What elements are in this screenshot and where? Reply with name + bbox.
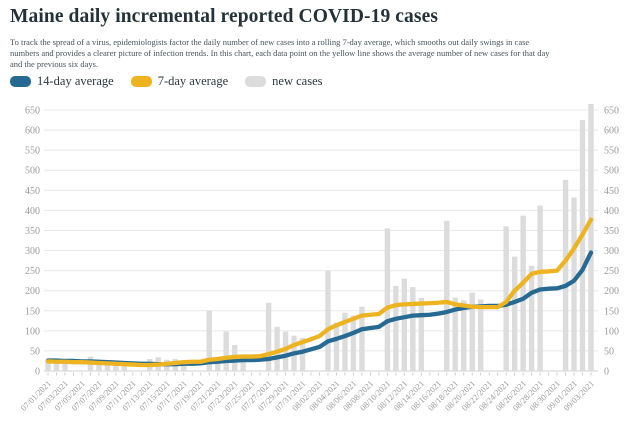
new-cases-bar [478, 299, 484, 371]
covid-cases-chart: 0 0 50 50 100 100 150 150 200 200 250 250 300 300 350 3… [18, 103, 619, 413]
y-axis-label-right-450: 450 [604, 186, 619, 197]
legend-label-7day-average: 7-day average [157, 74, 229, 88]
new-cases-bar [469, 292, 475, 371]
new-cases-bar [121, 362, 128, 371]
chart-description: To track the spread of a virus, epidemio… [10, 37, 550, 69]
7day-average-swatch-icon [130, 76, 152, 87]
y-axis-label-left-450: 450 [25, 186, 40, 197]
y-axis-label-right-350: 350 [604, 226, 619, 237]
y-axis-label-left-600: 600 [25, 126, 40, 137]
y-axis-label-left-300: 300 [25, 246, 40, 257]
y-axis-label-right-400: 400 [604, 206, 619, 217]
new-cases-bar [274, 326, 280, 371]
new-cases-bar [53, 361, 60, 371]
new-cases-bar [299, 338, 306, 371]
y-axis-label-right-200: 200 [604, 286, 619, 297]
new-cases-bar [418, 297, 425, 371]
14day-average-swatch-icon [10, 76, 31, 87]
new-cases-bar [62, 360, 68, 371]
y-axis-label-right-500: 500 [604, 166, 619, 177]
legend-item-new-cases: new cases [245, 74, 322, 89]
new-cases-bar [579, 120, 586, 372]
y-axis-label-left-550: 550 [25, 146, 40, 157]
y-axis-label-left-100: 100 [25, 326, 40, 337]
new-cases-bar [206, 310, 212, 371]
new-cases-bar [96, 359, 102, 371]
y-axis-label-right-550: 550 [604, 146, 619, 157]
y-axis-label-right-650: 650 [604, 106, 619, 117]
y-axis-label-right-50: 50 [604, 346, 614, 357]
new-cases-bar [240, 354, 246, 371]
new-cases-bar [393, 285, 399, 371]
y-axis-label-left-650: 650 [25, 106, 40, 117]
y-axis-label-right-0: 0 [604, 367, 609, 378]
new-cases-bar [104, 361, 111, 371]
new-cases-bar [410, 287, 416, 371]
new-cases-bar [384, 228, 391, 371]
legend: 14-day average 7-day average new cases [10, 74, 322, 89]
14-day-average-line [45, 250, 594, 367]
new-cases-bar [571, 197, 577, 371]
new-cases-bar [265, 302, 272, 371]
new-cases-bar [528, 265, 535, 371]
new-cases-bar [350, 315, 357, 371]
legend-item-7day-average: 7-day average [130, 74, 229, 89]
y-axis-label-left-50: 50 [30, 346, 40, 357]
y-axis-label-left-0: 0 [35, 367, 40, 378]
new-cases-bar [444, 220, 450, 371]
y-axis-label-left-150: 150 [25, 306, 40, 317]
y-axis-label-right-150: 150 [604, 306, 619, 317]
y-axis-label-left-250: 250 [25, 266, 40, 277]
y-axis-label-left-200: 200 [25, 286, 40, 297]
new-cases-bar [282, 331, 289, 371]
y-axis-label-left-500: 500 [25, 166, 40, 177]
y-axis-label-right-250: 250 [604, 266, 619, 277]
new-cases-bar [461, 300, 467, 371]
legend-label-14day-average: 14-day average [37, 74, 114, 88]
new-cases-bar [520, 215, 526, 371]
new-cases-swatch-icon [245, 76, 267, 87]
y-axis-label-right-600: 600 [604, 126, 619, 137]
new-cases-bar [333, 322, 340, 371]
y-axis-label-left-400: 400 [25, 206, 40, 217]
new-cases-bar [359, 306, 365, 371]
page-title: Maine daily incremental reported COVID-1… [10, 6, 439, 27]
new-cases-bar [214, 358, 221, 371]
new-cases-bar [562, 179, 569, 371]
new-cases-bar [223, 331, 229, 371]
legend-label-new-cases: new cases [272, 74, 323, 88]
legend-item-14day-average: 14-day average [10, 74, 114, 89]
new-cases-bar [452, 297, 458, 371]
7-day-average-line [45, 217, 594, 368]
new-cases-bar [325, 270, 331, 371]
y-axis-label-right-100: 100 [604, 326, 619, 337]
new-cases-bar [588, 103, 594, 371]
new-cases-bar [45, 359, 51, 371]
y-axis-label-left-350: 350 [25, 226, 40, 237]
new-cases-bar [511, 256, 518, 371]
new-cases-bar [342, 312, 348, 371]
new-cases-bar [401, 278, 408, 371]
y-axis-label-right-300: 300 [604, 246, 619, 257]
